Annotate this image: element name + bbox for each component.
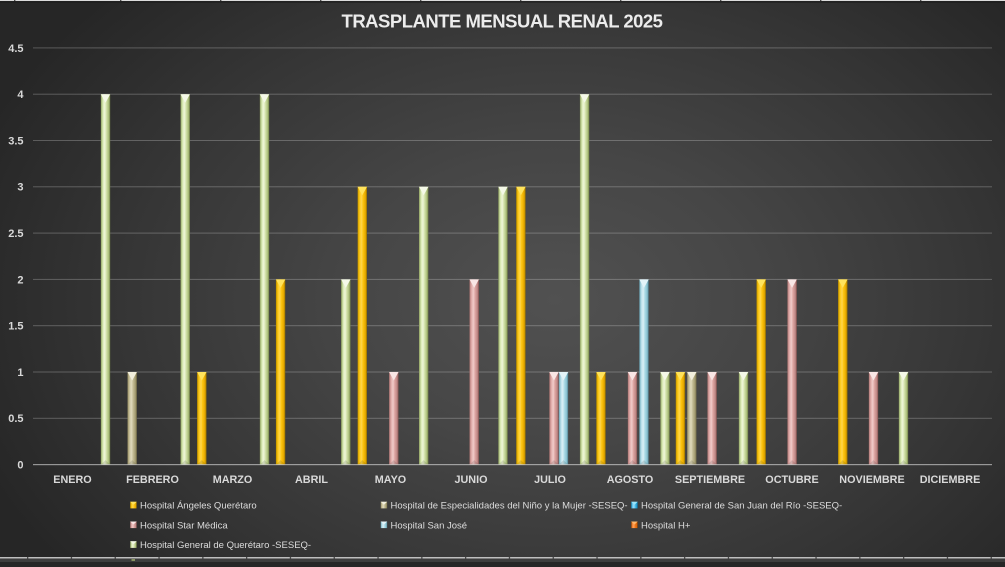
svg-text:Hospital General de Querétaro: Hospital General de Querétaro -SESEQ-	[140, 540, 311, 551]
svg-text:TRASPLANTE MENSUAL RENAL 2025: TRASPLANTE MENSUAL RENAL 2025	[342, 11, 663, 32]
svg-text:3.5: 3.5	[8, 135, 23, 147]
svg-text:1: 1	[17, 367, 23, 379]
svg-text:MAYO: MAYO	[375, 474, 406, 486]
svg-text:DICIEMBRE: DICIEMBRE	[920, 474, 981, 486]
svg-text:JULIO: JULIO	[534, 474, 566, 486]
svg-text:ENERO: ENERO	[53, 474, 91, 486]
svg-text:2: 2	[17, 274, 23, 286]
svg-text:FEBRERO: FEBRERO	[126, 474, 179, 486]
svg-text:JUNIO: JUNIO	[455, 474, 488, 486]
svg-text:4: 4	[17, 89, 24, 101]
svg-text:ABRIL: ABRIL	[295, 474, 328, 486]
svg-text:0.5: 0.5	[8, 413, 23, 425]
svg-text:Hospital H+: Hospital H+	[641, 520, 691, 531]
svg-text:Hospital San José: Hospital San José	[391, 520, 468, 531]
svg-text:OCTUBRE: OCTUBRE	[765, 474, 818, 486]
svg-text:AGOSTO: AGOSTO	[607, 474, 654, 486]
svg-text:1.5: 1.5	[8, 321, 23, 333]
svg-text:Hospital General de San Juan d: Hospital General de San Juan del Río -SE…	[641, 501, 842, 512]
svg-text:SEPTIEMBRE: SEPTIEMBRE	[675, 474, 745, 486]
svg-text:Hospital Ángeles Querétaro: Hospital Ángeles Querétaro	[140, 501, 257, 512]
svg-text:4.5: 4.5	[8, 43, 23, 55]
svg-text:Hospital Star Médica: Hospital Star Médica	[140, 520, 228, 531]
svg-text:2.5: 2.5	[8, 228, 23, 240]
svg-text:NOVIEMBRE: NOVIEMBRE	[839, 474, 904, 486]
svg-text:MARZO: MARZO	[213, 474, 253, 486]
svg-text:Hospital de Especialidades del: Hospital de Especialidades del Niño y la…	[391, 501, 628, 512]
svg-text:3: 3	[17, 182, 23, 194]
svg-text:0: 0	[17, 460, 23, 472]
